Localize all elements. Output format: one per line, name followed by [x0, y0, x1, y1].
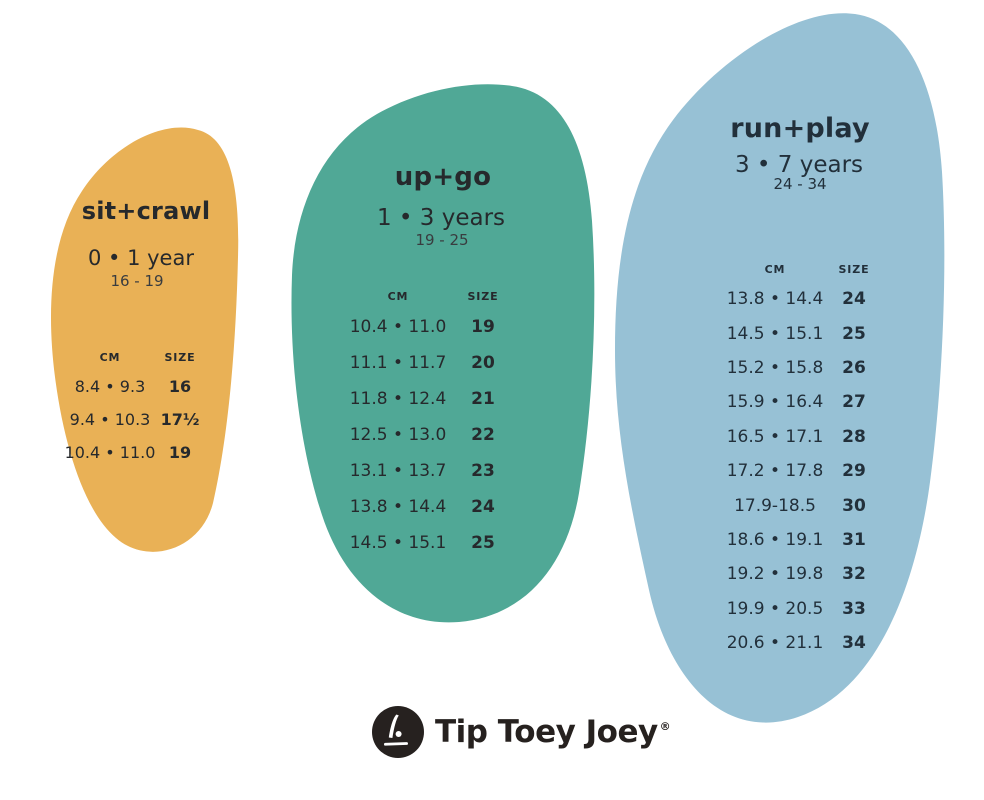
cm-value: 14.5 • 15.1	[349, 533, 447, 553]
sole-blob-sit-crawl	[50, 127, 239, 552]
size-value: 34	[842, 633, 866, 654]
size-row: 20.6 • 21.1 34	[715, 626, 873, 660]
col-header-size: SIZE	[164, 350, 196, 364]
size-value: 19	[471, 317, 495, 337]
size-value: 17½	[160, 410, 200, 429]
size-value: 33	[842, 598, 866, 619]
cm-value: 20.6 • 21.1	[726, 633, 824, 654]
brand-name-text: Tip Toey Joey	[435, 713, 658, 750]
size-row: 15.9 • 16.4 27	[715, 385, 873, 419]
sole-blob-run-play	[615, 13, 945, 723]
col-header-size: SIZE	[467, 289, 499, 303]
registered-trademark: ®	[659, 720, 671, 734]
size-row: 16.5 • 17.1 28	[715, 420, 873, 454]
bending-toddler-icon	[372, 706, 424, 758]
cm-value: 10.4 • 11.0	[349, 317, 447, 337]
group-title: run+play	[730, 113, 870, 144]
table-body: 10.4 • 11.0 19 11.1 • 11.7 20 11.8 • 12.4 21 1…	[338, 309, 508, 561]
cm-value: 11.1 • 11.7	[349, 353, 447, 373]
size-row: 9.4 • 10.3 17½	[60, 403, 200, 436]
cm-value: 13.1 • 13.7	[349, 461, 447, 481]
size-value: 25	[842, 323, 866, 344]
size-value: 20	[471, 353, 495, 373]
size-value: 29	[842, 461, 866, 482]
size-value: 24	[471, 497, 495, 517]
size-row: 19.2 • 19.8 32	[715, 557, 873, 591]
cm-value: 16.5 • 17.1	[726, 426, 824, 447]
age-range: 1 • 3 years	[376, 205, 506, 231]
size-row: 15.2 • 15.8 26	[715, 351, 873, 385]
col-header-cm: CM	[387, 289, 409, 303]
cm-value: 18.6 • 19.1	[726, 529, 824, 550]
size-row: 13.1 • 13.7 23	[338, 453, 508, 489]
cm-value: 9.4 • 10.3	[69, 410, 151, 429]
table-header: CM SIZE	[715, 256, 873, 282]
size-value: 30	[842, 495, 866, 516]
group-title: up+go	[394, 162, 492, 192]
size-row: 19.9 • 20.5 33	[715, 592, 873, 626]
size-value: 31	[842, 529, 866, 550]
size-row: 14.5 • 15.1 25	[338, 525, 508, 561]
age-range: 3 • 7 years	[734, 152, 864, 178]
size-value: 22	[471, 425, 495, 445]
size-row: 13.8 • 14.4 24	[715, 282, 873, 316]
size-row: 14.5 • 15.1 25	[715, 316, 873, 350]
size-value: 28	[842, 426, 866, 447]
size-value: 23	[471, 461, 495, 481]
size-row: 17.2 • 17.8 29	[715, 454, 873, 488]
size-value: 27	[842, 392, 866, 413]
cm-value: 19.2 • 19.8	[726, 564, 824, 585]
size-value: 16	[168, 377, 192, 396]
brand-logo: Tip Toey Joey ®	[372, 706, 671, 758]
size-table: CM SIZE 10.4 • 11.0 19 11.1 • 11.7 20 11.8 •…	[338, 283, 508, 561]
cm-value: 15.9 • 16.4	[726, 392, 824, 413]
cm-value: 8.4 • 9.3	[74, 377, 146, 396]
table-header: CM SIZE	[60, 344, 200, 370]
table-body: 13.8 • 14.4 24 14.5 • 15.1 25 15.2 • 15.8 26 1…	[715, 282, 873, 660]
cm-value: 14.5 • 15.1	[726, 323, 824, 344]
size-value: 25	[471, 533, 495, 553]
size-row: 17.9-18.5 30	[715, 488, 873, 522]
age-range: 0 • 1 year	[88, 246, 194, 270]
size-value: 32	[842, 564, 866, 585]
cm-value: 19.9 • 20.5	[726, 598, 824, 619]
size-table: CM SIZE 13.8 • 14.4 24 14.5 • 15.1 25 15.2 •…	[715, 256, 873, 660]
size-row: 11.8 • 12.4 21	[338, 381, 508, 417]
size-value: 19	[168, 443, 192, 462]
size-row: 10.4 • 11.0 19	[60, 436, 200, 469]
size-group-sit-crawl: sit+crawl 0 • 1 year 16 - 19 CM SIZE 8.4…	[40, 125, 240, 558]
size-value: 24	[842, 289, 866, 310]
size-row: 8.4 • 9.3 16	[60, 370, 200, 403]
col-header-cm: CM	[764, 262, 786, 276]
cm-value: 13.8 • 14.4	[349, 497, 447, 517]
size-range: 24 - 34	[773, 175, 827, 193]
size-group-up-go: up+go 1 • 3 years 19 - 25 CM SIZE 10.4 •…	[283, 83, 597, 628]
size-row: 13.8 • 14.4 24	[338, 489, 508, 525]
brand-name: Tip Toey Joey ®	[435, 713, 671, 750]
size-row: 11.1 • 11.7 20	[338, 345, 508, 381]
cm-value: 11.8 • 12.4	[349, 389, 447, 409]
cm-value: 13.8 • 14.4	[726, 289, 824, 310]
cm-value: 15.2 • 15.8	[726, 357, 824, 378]
table-header: CM SIZE	[338, 283, 508, 309]
size-range: 16 - 19	[110, 272, 164, 290]
size-row: 12.5 • 13.0 22	[338, 417, 508, 453]
cm-value: 12.5 • 13.0	[349, 425, 447, 445]
size-row: 10.4 • 11.0 19	[338, 309, 508, 345]
cm-value: 17.2 • 17.8	[726, 461, 824, 482]
col-header-size: SIZE	[838, 262, 870, 276]
cm-value: 10.4 • 11.0	[64, 443, 156, 462]
table-body: 8.4 • 9.3 16 9.4 • 10.3 17½ 10.4 • 11.0 19	[60, 370, 200, 469]
size-table: CM SIZE 8.4 • 9.3 16 9.4 • 10.3 17½ 10.4 • 1…	[60, 344, 200, 469]
size-value: 26	[842, 357, 866, 378]
size-range: 19 - 25	[415, 231, 469, 249]
group-title: sit+crawl	[81, 197, 211, 225]
size-value: 21	[471, 389, 495, 409]
sole-blob-up-go	[291, 84, 595, 623]
size-group-run-play: run+play 3 • 7 years 24 - 34 CM SIZE 13.…	[612, 10, 948, 728]
col-header-cm: CM	[99, 350, 121, 364]
cm-value: 17.9-18.5	[734, 495, 816, 516]
size-row: 18.6 • 19.1 31	[715, 523, 873, 557]
